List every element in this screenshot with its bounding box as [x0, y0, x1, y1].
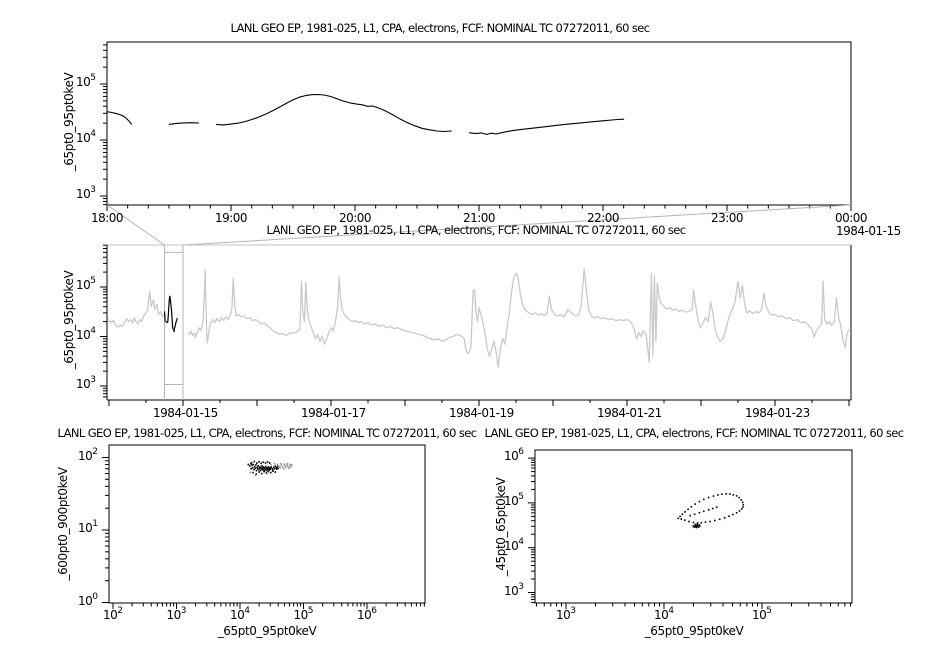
- context-panel-title: LANL GEO EP, 1981-025, L1, CPA, electron…: [266, 223, 687, 237]
- scatter1-x-axis-label: _65pt0_95pt0keV: [217, 624, 317, 638]
- detail-plot-area[interactable]: [107, 42, 851, 205]
- context-plot-area[interactable]: [107, 245, 851, 400]
- scatter2-plot-area[interactable]: [535, 450, 852, 603]
- context-series-gray: [108, 268, 850, 368]
- scatter2-x-axis-label: _65pt0_95pt0keV: [644, 624, 744, 638]
- zoom-box-graphic[interactable]: [164, 245, 184, 400]
- scatter2-y-axis-label: _45pt0_65pt0keV: [494, 477, 508, 577]
- scatter_600_900_vs_65_95-points: [247, 460, 293, 476]
- context-y-axis-label: _65pt0_95pt0keV: [62, 270, 76, 370]
- context-series-highlight: [163, 295, 178, 333]
- context-zoom-box[interactable]: [165, 245, 183, 400]
- detail-panel-title: LANL GEO EP, 1981-025, L1, CPA, electron…: [230, 21, 651, 35]
- scatter2-panel-title: LANL GEO EP, 1981-025, L1, CPA, electron…: [484, 426, 905, 440]
- detail-series: [106, 93, 625, 135]
- scatter1-y-axis-label: _600pt0_900pt0keV: [56, 467, 70, 581]
- scatter_45_65_vs_65_95-points: [677, 493, 745, 529]
- scatter1-plot-area[interactable]: [109, 445, 425, 603]
- detail-y-axis-label: _65pt0_95pt0keV: [62, 72, 76, 172]
- detail-axis-date-label: 1984-01-15: [836, 224, 901, 238]
- scatter1-panel-title: LANL GEO EP, 1981-025, L1, CPA, electron…: [57, 426, 478, 440]
